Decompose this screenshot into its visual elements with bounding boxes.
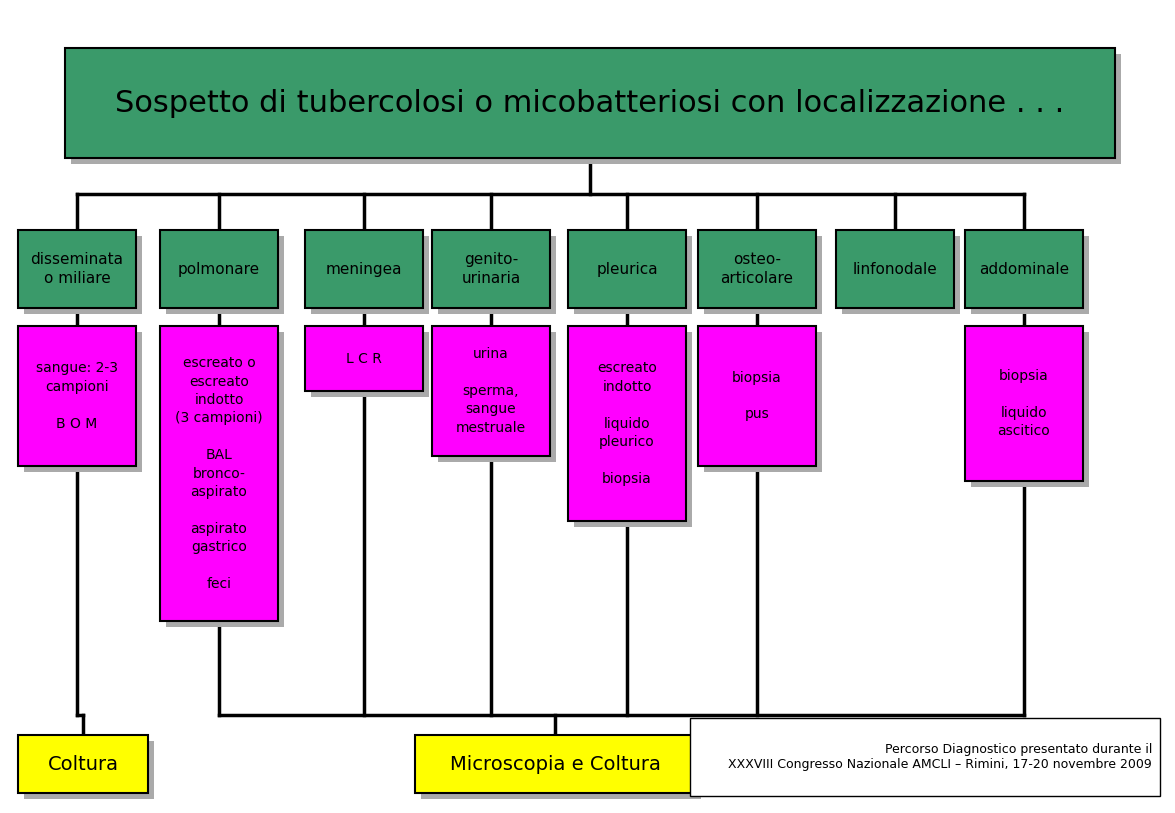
FancyBboxPatch shape — [18, 735, 148, 793]
FancyBboxPatch shape — [24, 332, 142, 472]
Text: Coltura: Coltura — [47, 754, 119, 773]
FancyBboxPatch shape — [65, 48, 1115, 158]
FancyBboxPatch shape — [575, 332, 692, 527]
Text: genito-
urinaria: genito- urinaria — [462, 251, 521, 286]
Text: escreato o
escreato
indotto
(3 campioni)

BAL
bronco-
aspirato

aspirato
gastric: escreato o escreato indotto (3 campioni)… — [175, 356, 263, 591]
FancyBboxPatch shape — [698, 326, 815, 466]
FancyBboxPatch shape — [18, 230, 136, 308]
FancyBboxPatch shape — [160, 326, 278, 621]
FancyBboxPatch shape — [24, 741, 154, 799]
Text: meningea: meningea — [325, 262, 402, 276]
FancyBboxPatch shape — [971, 332, 1089, 487]
Text: disseminata
o miliare: disseminata o miliare — [31, 251, 123, 286]
FancyBboxPatch shape — [965, 326, 1083, 481]
FancyBboxPatch shape — [160, 230, 278, 308]
Text: addominale: addominale — [979, 262, 1069, 276]
FancyBboxPatch shape — [704, 236, 822, 314]
FancyBboxPatch shape — [306, 326, 423, 391]
FancyBboxPatch shape — [415, 735, 694, 793]
FancyBboxPatch shape — [432, 326, 550, 456]
Text: pleurica: pleurica — [596, 262, 658, 276]
FancyBboxPatch shape — [24, 236, 142, 314]
FancyBboxPatch shape — [704, 332, 822, 472]
FancyBboxPatch shape — [835, 230, 954, 308]
FancyBboxPatch shape — [842, 236, 960, 314]
Text: urina

sperma,
sangue
mestruale: urina sperma, sangue mestruale — [456, 347, 526, 435]
Text: L C R: L C R — [347, 351, 382, 366]
Text: polmonare: polmonare — [177, 262, 260, 276]
FancyBboxPatch shape — [311, 236, 429, 314]
FancyBboxPatch shape — [965, 230, 1083, 308]
FancyBboxPatch shape — [575, 236, 692, 314]
FancyBboxPatch shape — [432, 230, 550, 308]
FancyBboxPatch shape — [306, 230, 423, 308]
Text: sangue: 2-3
campioni

B O M: sangue: 2-3 campioni B O M — [36, 362, 118, 431]
FancyBboxPatch shape — [166, 236, 284, 314]
Text: escreato
indotto

liquido
pleurico

biopsia: escreato indotto liquido pleurico biopsi… — [597, 361, 657, 485]
Text: biopsia

liquido
ascitico: biopsia liquido ascitico — [998, 369, 1050, 438]
Text: Microscopia e Coltura: Microscopia e Coltura — [450, 754, 660, 773]
FancyBboxPatch shape — [70, 54, 1121, 164]
FancyBboxPatch shape — [698, 230, 815, 308]
FancyBboxPatch shape — [438, 332, 556, 462]
FancyBboxPatch shape — [438, 236, 556, 314]
Text: osteo-
articolare: osteo- articolare — [720, 251, 793, 286]
FancyBboxPatch shape — [568, 230, 686, 308]
FancyBboxPatch shape — [690, 718, 1160, 796]
FancyBboxPatch shape — [971, 236, 1089, 314]
FancyBboxPatch shape — [311, 332, 429, 397]
FancyBboxPatch shape — [568, 326, 686, 521]
FancyBboxPatch shape — [166, 332, 284, 627]
Text: biopsia

pus: biopsia pus — [732, 371, 781, 421]
Text: linfonodale: linfonodale — [853, 262, 938, 276]
Text: Sospetto di tubercolosi o micobatteriosi con localizzazione . . .: Sospetto di tubercolosi o micobatteriosi… — [115, 89, 1065, 118]
Text: Percorso Diagnostico presentato durante il
XXXVIII Congresso Nazionale AMCLI – R: Percorso Diagnostico presentato durante … — [728, 743, 1152, 771]
FancyBboxPatch shape — [421, 741, 701, 799]
FancyBboxPatch shape — [18, 326, 136, 466]
